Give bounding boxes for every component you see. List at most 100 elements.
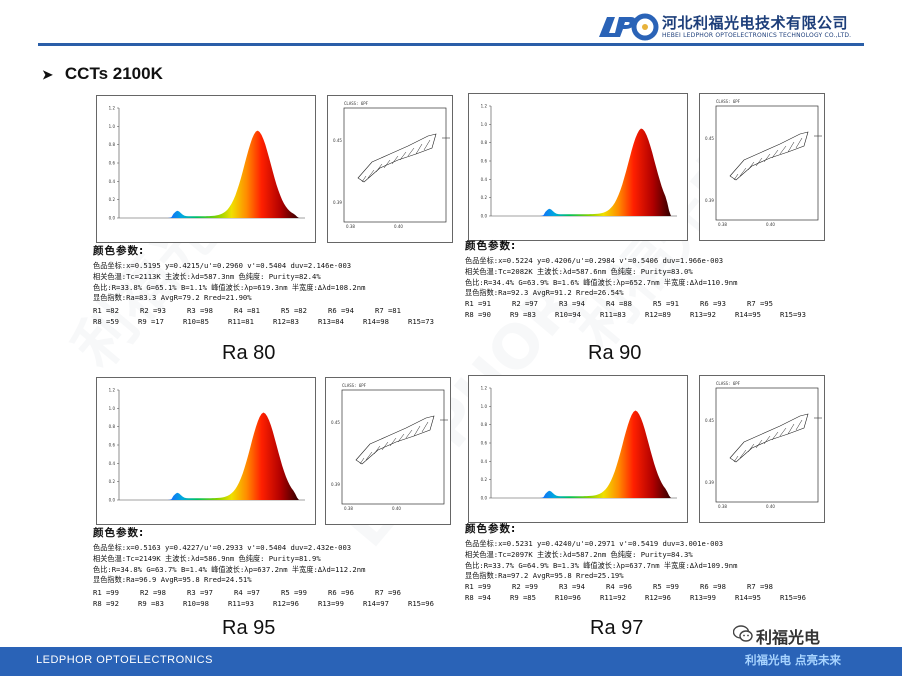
title-text: CCTs 2100K [64,64,163,83]
color-params-block: 颜色参数: 色品坐标:x=0.5195 y=0.4215/u'=0.2960 v… [93,244,453,328]
color-params-heading: 颜色参数: [93,245,145,257]
cie-x-tick: 0.38 [718,222,727,227]
macadam-hatch [375,163,383,173]
y-tick-label: 0.0 [481,214,488,219]
ri-value: R4 =97 [234,588,260,598]
cie-y-tick: 0.39 [333,200,342,205]
ri-value: R7 =95 [747,299,773,309]
macadam-hatch [763,435,771,445]
ri-row-1: R1 =91 R2 =97 R3 =94 R4 =88 R5 =91 R6 =93 R7 =… [465,299,825,310]
cie-svg: 0.38 0.40 0.45 0.39 [705,105,822,227]
macadam-hatch [739,167,747,177]
cri-line: 显色指数:Ra=92.3 AvgR=91.2 Rred=26.54% [465,288,624,298]
cie-plot-frame [715,387,819,503]
ri-value: R1 =99 [465,582,491,592]
cie-class-label: CLASS: 6PF [344,101,369,106]
ra-label: Ra 80 [222,342,276,364]
ri-value: R14=97 [363,598,389,608]
cie-x-tick: 0.38 [344,506,353,511]
cie-svg: 0.38 0.40 0.45 0.39 [331,389,448,511]
cct-line: 相关色温:Tc=2113K 主波长:λd=587.3nm 色纯度: Purity… [93,271,321,281]
cie-y-tick: 0.39 [705,198,714,203]
chromaticity-line: 色品坐标:x=0.5195 y=0.4215/u'=0.2960 v'=0.54… [93,261,352,270]
macadam-hatch [367,169,375,179]
page-header: 河北利福光电技术有限公司 HEBEI LEDPHOR OPTOELECTRONI… [0,0,902,56]
cri-line: 显色指数:Ra=83.3 AvgR=79.2 Rred=21.90% [93,293,252,303]
ri-row-1: R1 =99 R2 =99 R3 =94 R4 =96 R5 =99 R6 =98 R7 =… [465,582,825,593]
ri-value: R6 =93 [700,299,726,309]
y-tick-label: 0.6 [109,443,116,448]
macadam-outline [729,413,809,463]
ri-value: R1 =91 [465,299,491,309]
ri-row-2: R8 =92 R9 =83 R10=98 R11=93 R12=96 R13=99 R14=… [93,599,453,610]
cie-y-tick: 0.45 [705,136,714,141]
ri-row-2: R8 =59 R9 =17 R10=85 R11=81 R12=83 R13=84 R14=… [93,317,453,328]
macadam-hatch [397,433,405,443]
color-ratio-line: 色比:R=33.8% G=65.1% B=1.1% 峰值波长:λp=619.3n… [93,282,366,292]
cie-y-tick: 0.39 [705,480,714,485]
y-tick-label: 1.2 [481,386,488,391]
cie-plot-frame [715,105,819,221]
macadam-hatch [359,457,365,465]
spectrum-svg: 0.0 0.2 0.4 0.6 0.8 1.0 1.2 [109,106,305,221]
y-tick-label: 0.8 [481,140,488,145]
ri-value: R1 =82 [93,306,119,316]
macadam-hatch [787,141,795,153]
cie-x-tick: 0.40 [392,506,401,511]
color-params-heading: 颜色参数: [93,527,145,539]
ri-value: R2 =97 [512,299,538,309]
ri-value: R15=93 [780,309,806,319]
macadam-hatch [381,441,389,451]
ra-label: Ra 90 [588,342,642,364]
color-params-block: 颜色参数: 色品坐标:x=0.5224 y=0.4206/u'=0.2984 v… [465,239,825,321]
macadam-hatch [407,147,415,157]
y-tick-label: 0.4 [109,461,116,466]
footer-brand: LEDPHOR OPTOELECTRONICS [36,654,213,666]
cie-diagram: CLASS: 6PF 0.38 0.40 0.45 0.39 [325,377,451,525]
cie-x-tick: 0.40 [766,504,775,509]
macadam-hatch [771,431,779,441]
cie-plot-frame [343,107,447,223]
macadam-hatch [795,419,803,431]
spectrum-curve [149,412,299,500]
ri-value: R9 =85 [510,592,536,602]
y-tick-label: 0.2 [109,479,116,484]
cie-class-label: CLASS: 6PF [716,99,741,104]
ri-value: R8 =92 [93,598,119,608]
cie-x-tick: 0.40 [394,224,403,229]
color-ratio-line: 色比:R=34.8% G=63.7% B=1.4% 峰值波长:λp=637.2n… [93,564,366,574]
spectrum-svg: 0.0 0.2 0.4 0.6 0.8 1.0 1.2 [481,386,677,501]
macadam-hatch [391,155,399,165]
ri-value: R14=95 [735,592,761,602]
y-tick-label: 0.6 [481,159,488,164]
macadam-hatch [413,425,421,437]
cie-x-tick: 0.38 [346,224,355,229]
ri-value: R7 =98 [747,582,773,592]
macadam-outline [357,133,437,183]
y-tick-label: 0.2 [481,195,488,200]
cie-class-label: CLASS: 6PF [716,381,741,386]
ri-row-1: R1 =82 R2 =93 R3 =98 R4 =81 R5 =82 R6 =94 R7 =… [93,306,453,317]
macadam-hatch [733,455,739,463]
ri-value: R3 =97 [187,588,213,598]
company-logo [599,13,659,41]
ri-value: R6 =94 [328,306,354,316]
ri-value: R3 =98 [187,306,213,316]
header-divider [38,43,864,46]
macadam-outline [355,415,435,465]
macadam-hatch [361,175,367,183]
y-tick-label: 1.2 [481,104,488,109]
color-ratio-line: 色比:R=33.7% G=64.9% B=1.3% 峰值波长:λp=637.7n… [465,560,738,570]
ri-value: R12=96 [273,598,299,608]
y-tick-label: 0.2 [109,197,116,202]
cie-y-tick: 0.45 [705,418,714,423]
ri-value: R1 =99 [93,588,119,598]
y-tick-label: 1.0 [109,406,116,411]
ri-value: R15=96 [780,592,806,602]
ri-value: R8 =90 [465,309,491,319]
macadam-hatch [733,173,739,181]
y-tick-label: 0.4 [481,177,488,182]
company-name-cn: 河北利福光电技术有限公司 [662,14,849,32]
cie-y-tick: 0.45 [331,420,340,425]
ri-value: R4 =96 [606,582,632,592]
